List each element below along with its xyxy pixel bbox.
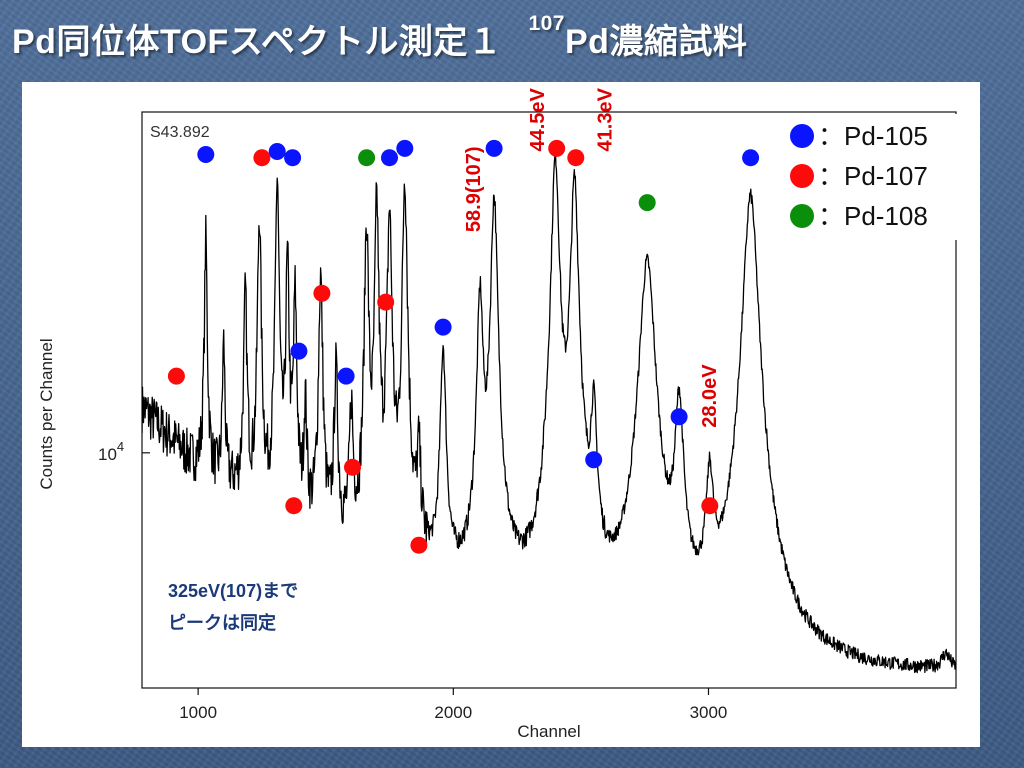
x-tick-label-1000: 1000 [179, 703, 217, 722]
title-isotope-superscript: 107 [528, 12, 565, 35]
marker-pd-105-2 [396, 139, 414, 157]
marker-pd-108-23 [638, 194, 656, 212]
marker-pd-105-5 [381, 149, 398, 167]
tof-spectrum-chart: 1000 2000 3000 104 S43.892 Channel Counts … [37, 87, 960, 741]
marker-pd-105-10 [670, 408, 688, 426]
legend-marker-pd-107 [790, 164, 814, 188]
marker-pd-105-4 [284, 149, 302, 167]
x-axis: 1000 2000 3000 [179, 688, 727, 722]
spectrum-curve [142, 145, 956, 674]
isotope-markers [167, 139, 760, 554]
chart-panel: 1000 2000 3000 104 S43.892 Channel Counts … [22, 82, 980, 747]
legend-marker-pd-105 [790, 124, 814, 148]
x-tick-label-2000: 2000 [434, 703, 472, 722]
legend-label-pd-107: ：Pd-107 [818, 161, 928, 191]
marker-pd-108-22 [358, 149, 376, 167]
marker-pd-107-12 [167, 367, 185, 385]
energy-annotations: 58.9(107) 44.5eV 41.3eV 28.0eV [463, 87, 721, 427]
marker-pd-107-19 [548, 139, 566, 157]
marker-pd-107-18 [410, 536, 428, 554]
marker-pd-105-7 [337, 367, 355, 385]
legend-label-pd-105: ：Pd-105 [818, 121, 928, 151]
marker-pd-105-8 [434, 318, 452, 336]
marker-pd-105-3 [485, 139, 503, 157]
energy-annotation-0: 58.9(107) [463, 146, 485, 232]
legend-marker-pd-108 [790, 204, 814, 228]
y-tick-label-10e4: 104 [98, 439, 124, 464]
marker-pd-107-13 [253, 149, 271, 167]
title-tail: Pd濃縮試料 [564, 23, 748, 61]
legend-label-pd-108: ：Pd-108 [818, 201, 928, 231]
marker-pd-107-14 [313, 284, 331, 302]
marker-pd-107-20 [567, 149, 585, 167]
marker-pd-105-11 [742, 149, 760, 167]
x-tick-label-3000: 3000 [690, 703, 728, 722]
marker-pd-105-6 [290, 342, 308, 360]
marker-pd-107-15 [377, 293, 395, 311]
y-axis-label: Counts per Channel [37, 338, 56, 489]
marker-pd-105-9 [585, 451, 603, 469]
energy-annotation-2: 41.3eV [594, 87, 616, 151]
run-label: S43.892 [150, 124, 210, 141]
note-line-1: 325eV(107)まで [168, 581, 298, 601]
marker-pd-107-17 [344, 458, 361, 476]
marker-pd-105-1 [268, 143, 286, 160]
marker-pd-107-16 [285, 497, 303, 515]
energy-annotation-1: 44.5eV [527, 87, 549, 151]
note-line-2: ピークは同定 [168, 612, 276, 633]
legend: ：Pd-105 ：Pd-107 ：Pd-108 [780, 114, 960, 240]
marker-pd-105-0 [197, 146, 215, 163]
energy-annotation-3: 28.0eV [699, 364, 721, 428]
slide-title: Pd同位体TOFスペクトル測定１ 107Pd濃縮試料 [12, 12, 748, 63]
x-axis-label: Channel [517, 722, 580, 741]
identification-note: 325eV(107)まで ピークは同定 [168, 581, 298, 633]
marker-pd-107-21 [701, 497, 719, 515]
title-main: Pd同位体TOFスペクトル測定１ [12, 23, 503, 61]
y-axis: 104 [98, 439, 150, 464]
